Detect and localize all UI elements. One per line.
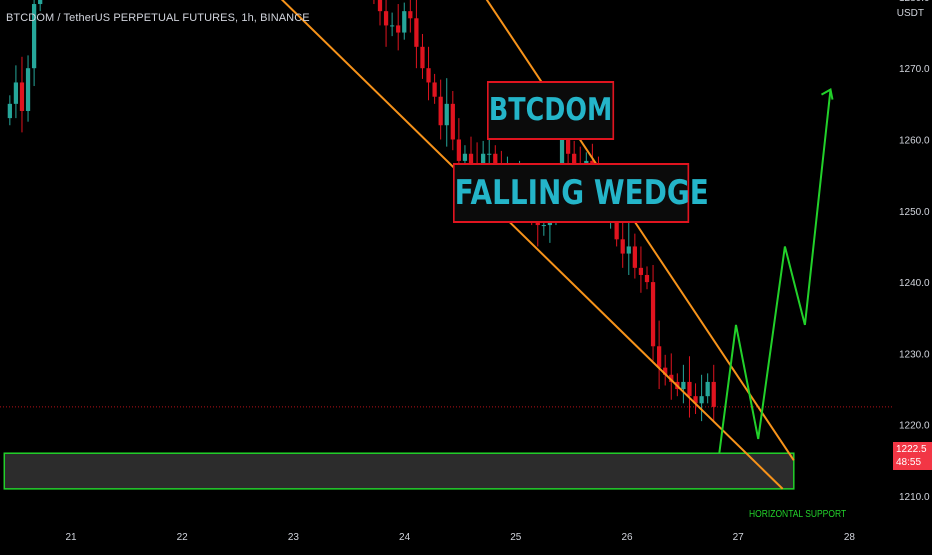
candle [414, 18, 419, 47]
support-zone [3, 452, 795, 490]
candle [487, 153, 492, 155]
y-tick-label: 1270.0 [899, 64, 930, 75]
candle [38, 0, 43, 5]
candle [19, 82, 25, 111]
candle [632, 246, 637, 268]
x-tick-label: 27 [733, 532, 745, 543]
candle [687, 381, 692, 397]
candle [644, 274, 650, 283]
y-tick-label: 1240.0 [899, 278, 930, 289]
candle [7, 103, 12, 119]
candle [438, 96, 443, 126]
candle [638, 267, 644, 275]
candle [25, 68, 31, 111]
candle [656, 346, 662, 368]
candle [541, 225, 546, 227]
x-tick-label: 23 [288, 532, 300, 543]
candle [408, 11, 413, 19]
bar-countdown: 48:55 [896, 457, 922, 468]
wedge-upper-line [485, 0, 795, 461]
x-tick-label: 26 [621, 532, 633, 543]
candle [377, 0, 383, 12]
candle [663, 367, 668, 375]
wedge-lower-line [280, 0, 784, 490]
candle [572, 153, 577, 169]
candle [669, 374, 674, 382]
chart-title: BTCDOM / TetherUS PERPETUAL FUTURES, 1h,… [6, 12, 310, 24]
y-tick-label: 1280.0 [899, 0, 930, 4]
candle [462, 153, 468, 161]
candle [699, 396, 704, 404]
annotation-btcdom: BTCDOM [487, 81, 615, 140]
candle [493, 153, 498, 169]
price-axis-unit: USDT [896, 8, 924, 19]
horizontal-support-label: HORIZONTAL SUPPORT [749, 509, 847, 520]
candle [614, 210, 619, 240]
y-tick-label: 1210.0 [899, 492, 930, 503]
y-tick-label: 1260.0 [899, 136, 930, 147]
y-tick-label: 1230.0 [899, 349, 930, 360]
candle [13, 82, 19, 104]
candle [420, 46, 425, 69]
x-tick-label: 24 [399, 532, 411, 543]
candle [705, 381, 710, 397]
candle [559, 139, 565, 183]
current-price-tag: 1222.5 48:55 [893, 442, 932, 470]
candle [402, 11, 407, 33]
candle [450, 103, 455, 140]
x-tick-label: 25 [510, 532, 522, 543]
y-tick-label: 1220.0 [899, 421, 930, 432]
annotation-falling-wedge: FALLING WEDGE [453, 163, 709, 223]
candle [468, 153, 474, 169]
candle [626, 246, 631, 254]
x-tick-label: 28 [844, 532, 856, 543]
candle [432, 82, 437, 97]
y-tick-label: 1250.0 [899, 207, 930, 218]
candle [565, 139, 571, 154]
projection-path [718, 89, 832, 454]
candle [650, 282, 656, 347]
candle [620, 239, 625, 254]
current-price-value: 1222.5 [896, 444, 927, 455]
x-tick-label: 21 [65, 532, 77, 543]
projection-arrow-head [821, 88, 834, 100]
candle [426, 68, 431, 83]
candle [383, 11, 389, 26]
x-tick-label: 22 [177, 532, 189, 543]
candle [711, 381, 716, 407]
candle [681, 381, 686, 390]
candle [456, 139, 462, 161]
candle [31, 4, 37, 69]
candle [390, 25, 395, 27]
candle [444, 103, 449, 126]
candle [693, 396, 698, 404]
candle [396, 25, 401, 33]
